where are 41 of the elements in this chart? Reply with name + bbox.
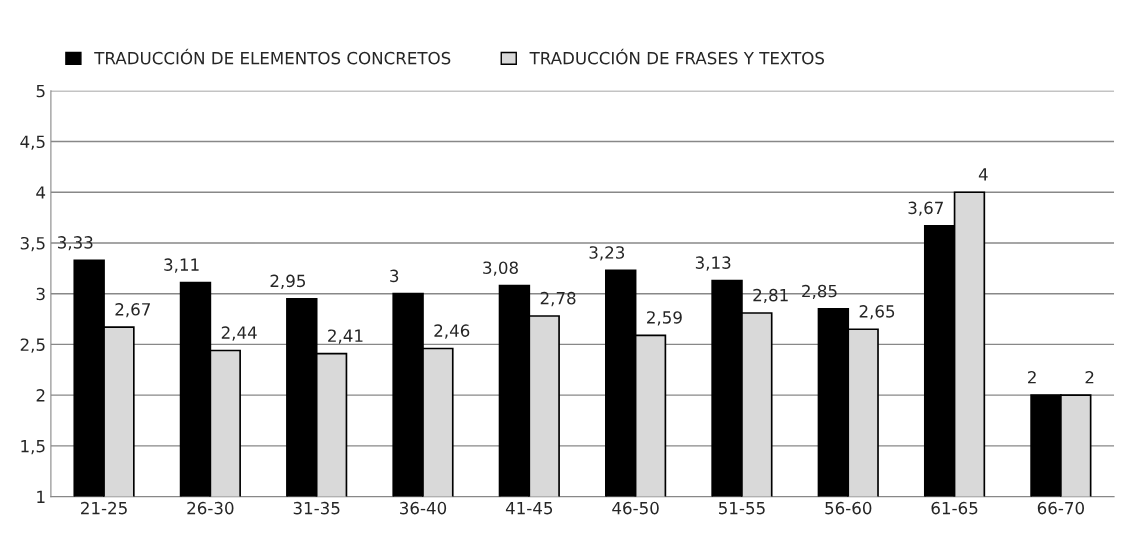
data-label: 2,41	[328, 329, 363, 344]
data-label: 3,08	[483, 261, 518, 276]
data-label: 2,67	[115, 303, 150, 318]
y-tick-label: 1,5	[21, 440, 45, 455]
x-tick-label: 36-40	[400, 501, 447, 515]
data-label: 4	[978, 168, 988, 181]
y-tick-label: 3	[36, 287, 45, 301]
x-tick-label: 41-45	[505, 501, 553, 515]
data-label: 2	[1085, 370, 1094, 384]
data-label: 2,81	[753, 288, 788, 304]
x-tick-label: 21-25	[81, 501, 127, 515]
y-tick-label: 4	[36, 186, 46, 199]
y-tick-label: 1	[37, 490, 45, 503]
x-tick-label: 66-70	[1037, 501, 1084, 515]
y-tick-label: 2	[36, 389, 45, 402]
data-label: 3,67	[908, 201, 943, 216]
y-tick-label: 3,5	[20, 236, 45, 252]
data-label: 2,46	[434, 324, 470, 339]
data-label: 2,65	[859, 305, 895, 320]
data-label: 2,78	[540, 291, 576, 307]
data-label: 2,59	[647, 311, 682, 326]
x-tick-label: 61-65	[931, 501, 978, 515]
data-label: 3,23	[589, 246, 625, 261]
data-label: 2,44	[221, 326, 257, 341]
data-label: 2	[1028, 370, 1036, 384]
legend-label: TRADUCCIÓN DE ELEMENTOS CONCRETOS	[94, 48, 451, 65]
y-tick-label: 5	[36, 84, 45, 98]
x-tick-label: 26-30	[187, 501, 234, 515]
x-tick-label: 56-60	[825, 501, 872, 515]
y-tick-label: 2,5	[20, 338, 45, 353]
data-label: 2,85	[802, 284, 837, 300]
data-label: 2,95	[270, 274, 306, 289]
data-label: 3,13	[695, 256, 731, 271]
legend-label: TRADUCCIÓN DE FRASES Y TEXTOS	[529, 48, 825, 65]
x-tick-label: 51-55	[719, 501, 765, 515]
data-label: 3	[390, 269, 399, 283]
x-tick-label: 46-50	[612, 501, 659, 515]
x-tick-label: 31-35	[293, 501, 340, 515]
y-tick-label: 4,5	[20, 135, 45, 150]
data-label: 3,33	[58, 236, 93, 251]
data-label: 3,11	[164, 258, 199, 273]
